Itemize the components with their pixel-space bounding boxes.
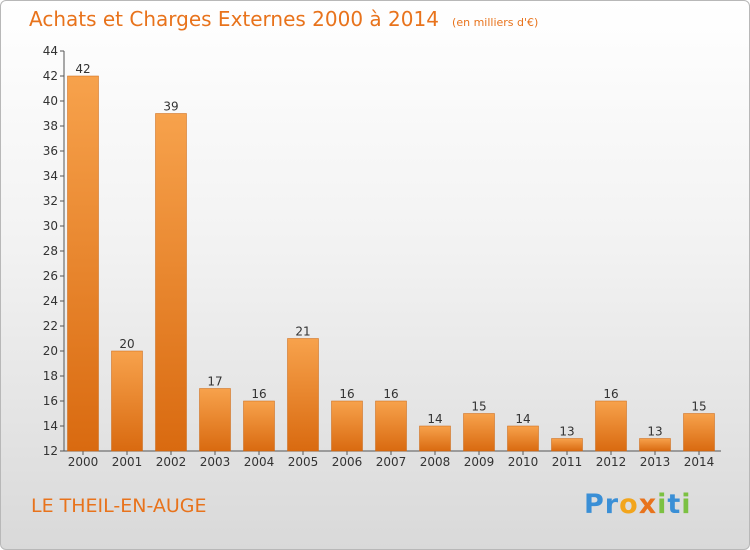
x-tick-label: 2003 (200, 455, 231, 469)
bar (199, 388, 231, 452)
x-tick-label: 2001 (112, 455, 143, 469)
data-label: 21 (295, 325, 310, 339)
y-tick-label: 42 (43, 69, 58, 83)
data-label: 20 (119, 337, 134, 351)
y-tick-label: 28 (43, 244, 58, 258)
data-label: 15 (691, 400, 706, 414)
x-tick-label: 2010 (508, 455, 539, 469)
x-tick-label: 2008 (420, 455, 451, 469)
logo-letter: x (638, 489, 658, 520)
y-tick-label: 14 (43, 419, 58, 433)
logo-letter: r (604, 489, 620, 520)
bar (331, 400, 363, 452)
y-tick-label: 36 (43, 144, 58, 158)
logo-letter: t (667, 489, 682, 520)
y-tick-label: 20 (43, 344, 58, 358)
bars (67, 75, 715, 452)
x-tick-label: 2013 (640, 455, 671, 469)
y-tick-label: 24 (43, 294, 58, 308)
data-label: 13 (647, 425, 662, 439)
chart-title: Achats et Charges Externes 2000 à 2014 (… (29, 7, 538, 31)
data-label: 14 (515, 412, 530, 426)
y-tick-label: 40 (43, 94, 58, 108)
data-labels: 42 20 39 17 16 21 16 16 14 15 14 13 16 13 15 (75, 62, 706, 439)
x-tick-label: 2002 (156, 455, 187, 469)
y-tick-label: 44 (43, 44, 58, 58)
bar (243, 400, 275, 452)
data-label: 39 (163, 100, 178, 114)
x-tick-label: 2005 (288, 455, 319, 469)
x-tick-label: 2004 (244, 455, 275, 469)
logo-letter: i (657, 489, 668, 520)
x-tick-label: 2006 (332, 455, 363, 469)
y-tick-label: 38 (43, 119, 58, 133)
bar (67, 75, 99, 452)
bar (551, 438, 583, 452)
data-label: 42 (75, 62, 90, 76)
y-tick-label: 34 (43, 169, 58, 183)
bar (287, 338, 319, 452)
data-label: 13 (559, 425, 574, 439)
data-label: 16 (339, 387, 354, 401)
logo-letter: P (584, 489, 605, 520)
logo-letter: i (681, 489, 692, 520)
x-tick-label: 2011 (552, 455, 583, 469)
bar (419, 425, 451, 452)
y-tick-label: 16 (43, 394, 58, 408)
bar (595, 400, 627, 452)
logo-letter: o (619, 489, 639, 520)
y-tick-label: 12 (43, 444, 58, 458)
chart-title-unit: (en milliers d'€) (452, 16, 539, 29)
proxiti-logo: Proxiti (584, 489, 692, 520)
y-tick-label: 18 (43, 369, 58, 383)
data-label: 16 (383, 387, 398, 401)
x-tick-label: 2012 (596, 455, 627, 469)
data-label: 16 (251, 387, 266, 401)
x-tick-label: 2000 (68, 455, 99, 469)
bar (155, 113, 187, 452)
data-label: 17 (207, 375, 222, 389)
bar (507, 425, 539, 452)
y-axis: 12 14 16 18 20 22 24 26 28 30 32 34 36 38 40 42 44 (43, 44, 65, 458)
bar (111, 350, 143, 452)
x-tick-label: 2007 (376, 455, 407, 469)
bar (463, 413, 495, 452)
bar (375, 400, 407, 452)
bar (639, 438, 671, 452)
chart-title-main: Achats et Charges Externes 2000 à 2014 (29, 7, 439, 31)
x-tick-label: 2014 (684, 455, 715, 469)
data-label: 14 (427, 412, 442, 426)
y-tick-label: 22 (43, 319, 58, 333)
data-label: 15 (471, 400, 486, 414)
commune-name: LE THEIL-EN-AUGE (31, 495, 207, 517)
data-label: 16 (603, 387, 618, 401)
x-axis: 2000 2001 2002 2003 2004 2005 2006 2007 2008 2009… (64, 450, 721, 469)
y-tick-label: 32 (43, 194, 58, 208)
y-tick-label: 26 (43, 269, 58, 283)
bar (683, 413, 715, 452)
y-tick-label: 30 (43, 219, 58, 233)
x-tick-label: 2009 (464, 455, 495, 469)
